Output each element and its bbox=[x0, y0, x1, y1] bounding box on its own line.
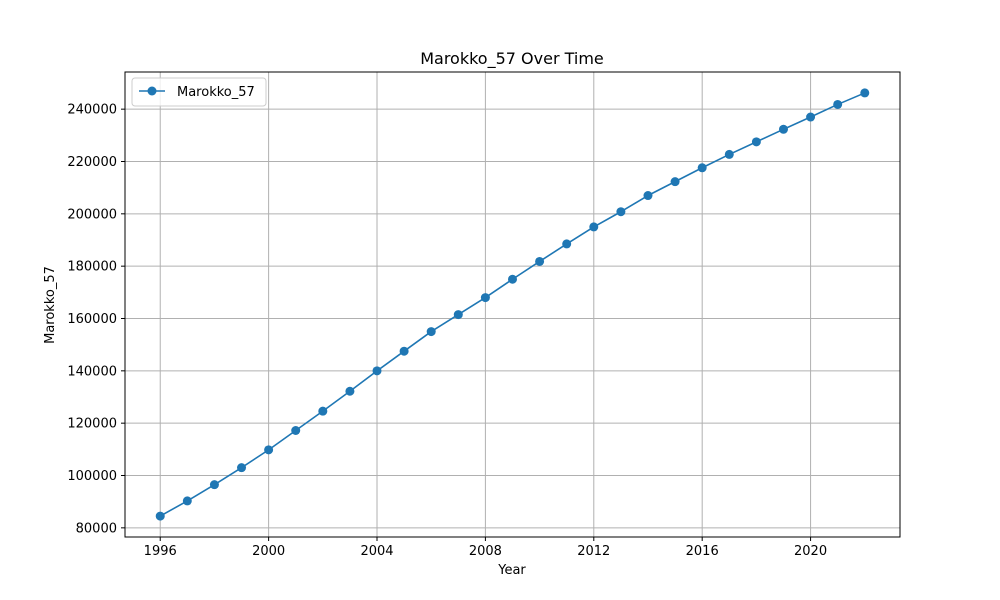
data-point bbox=[155, 511, 165, 521]
data-point bbox=[480, 293, 490, 303]
legend-box bbox=[131, 77, 267, 107]
y-tick-label: 160000 bbox=[67, 312, 117, 327]
legend: Marokko_57 bbox=[131, 77, 267, 107]
data-point bbox=[562, 239, 572, 249]
data-point bbox=[453, 310, 463, 320]
y-tick-label: 180000 bbox=[67, 260, 117, 275]
data-point bbox=[399, 346, 409, 356]
x-tick-label: 2012 bbox=[577, 544, 610, 559]
data-point bbox=[670, 177, 680, 187]
data-point bbox=[209, 480, 219, 490]
x-tick-label: 1996 bbox=[144, 544, 177, 559]
x-tick-label: 2016 bbox=[686, 544, 719, 559]
plot-area bbox=[124, 71, 901, 538]
x-tick-label: 2008 bbox=[469, 544, 502, 559]
data-point bbox=[508, 274, 517, 284]
data-point bbox=[345, 386, 355, 396]
data-point bbox=[589, 222, 599, 232]
x-tick-label: 2020 bbox=[794, 544, 827, 559]
grid bbox=[125, 72, 900, 537]
y-tick-label: 100000 bbox=[67, 469, 117, 484]
plot-frame bbox=[124, 71, 901, 538]
y-tick-label: 120000 bbox=[67, 417, 117, 432]
legend-label: Marokko_57 bbox=[177, 85, 255, 100]
data-point bbox=[860, 88, 870, 98]
data-point bbox=[724, 149, 734, 159]
y-tick-label: 80000 bbox=[76, 521, 117, 536]
data-point bbox=[778, 124, 788, 134]
x-axis-label: Year bbox=[497, 563, 526, 578]
chart-title: Marokko_57 Over Time bbox=[420, 49, 604, 69]
data-point bbox=[751, 137, 761, 147]
series-layer bbox=[155, 88, 870, 521]
data-point bbox=[237, 463, 247, 473]
y-tick-label: 240000 bbox=[67, 103, 117, 118]
data-point bbox=[643, 191, 653, 201]
data-point bbox=[182, 496, 192, 506]
y-axis-label: Marokko_57 bbox=[43, 266, 58, 344]
data-point bbox=[372, 366, 382, 376]
data-point bbox=[291, 425, 301, 435]
y-tick-label: 200000 bbox=[67, 207, 117, 222]
data-point bbox=[616, 207, 626, 217]
y-tick-label: 220000 bbox=[67, 155, 117, 170]
x-tick-label: 2004 bbox=[360, 544, 393, 559]
legend-marker-swatch bbox=[147, 86, 157, 96]
data-point bbox=[806, 112, 816, 122]
data-point bbox=[318, 406, 328, 416]
data-point bbox=[535, 256, 545, 266]
y-tick-label: 140000 bbox=[67, 364, 117, 379]
x-axis: 1996 2000 2004 2008 2012 2016 2020 bbox=[144, 537, 827, 559]
data-point bbox=[426, 327, 436, 337]
y-axis: 80000 100000 120000 140000 160000 180000 20000… bbox=[67, 103, 125, 536]
data-point bbox=[697, 163, 707, 173]
data-point bbox=[264, 445, 274, 455]
x-tick-label: 2000 bbox=[252, 544, 285, 559]
data-point bbox=[833, 99, 843, 109]
